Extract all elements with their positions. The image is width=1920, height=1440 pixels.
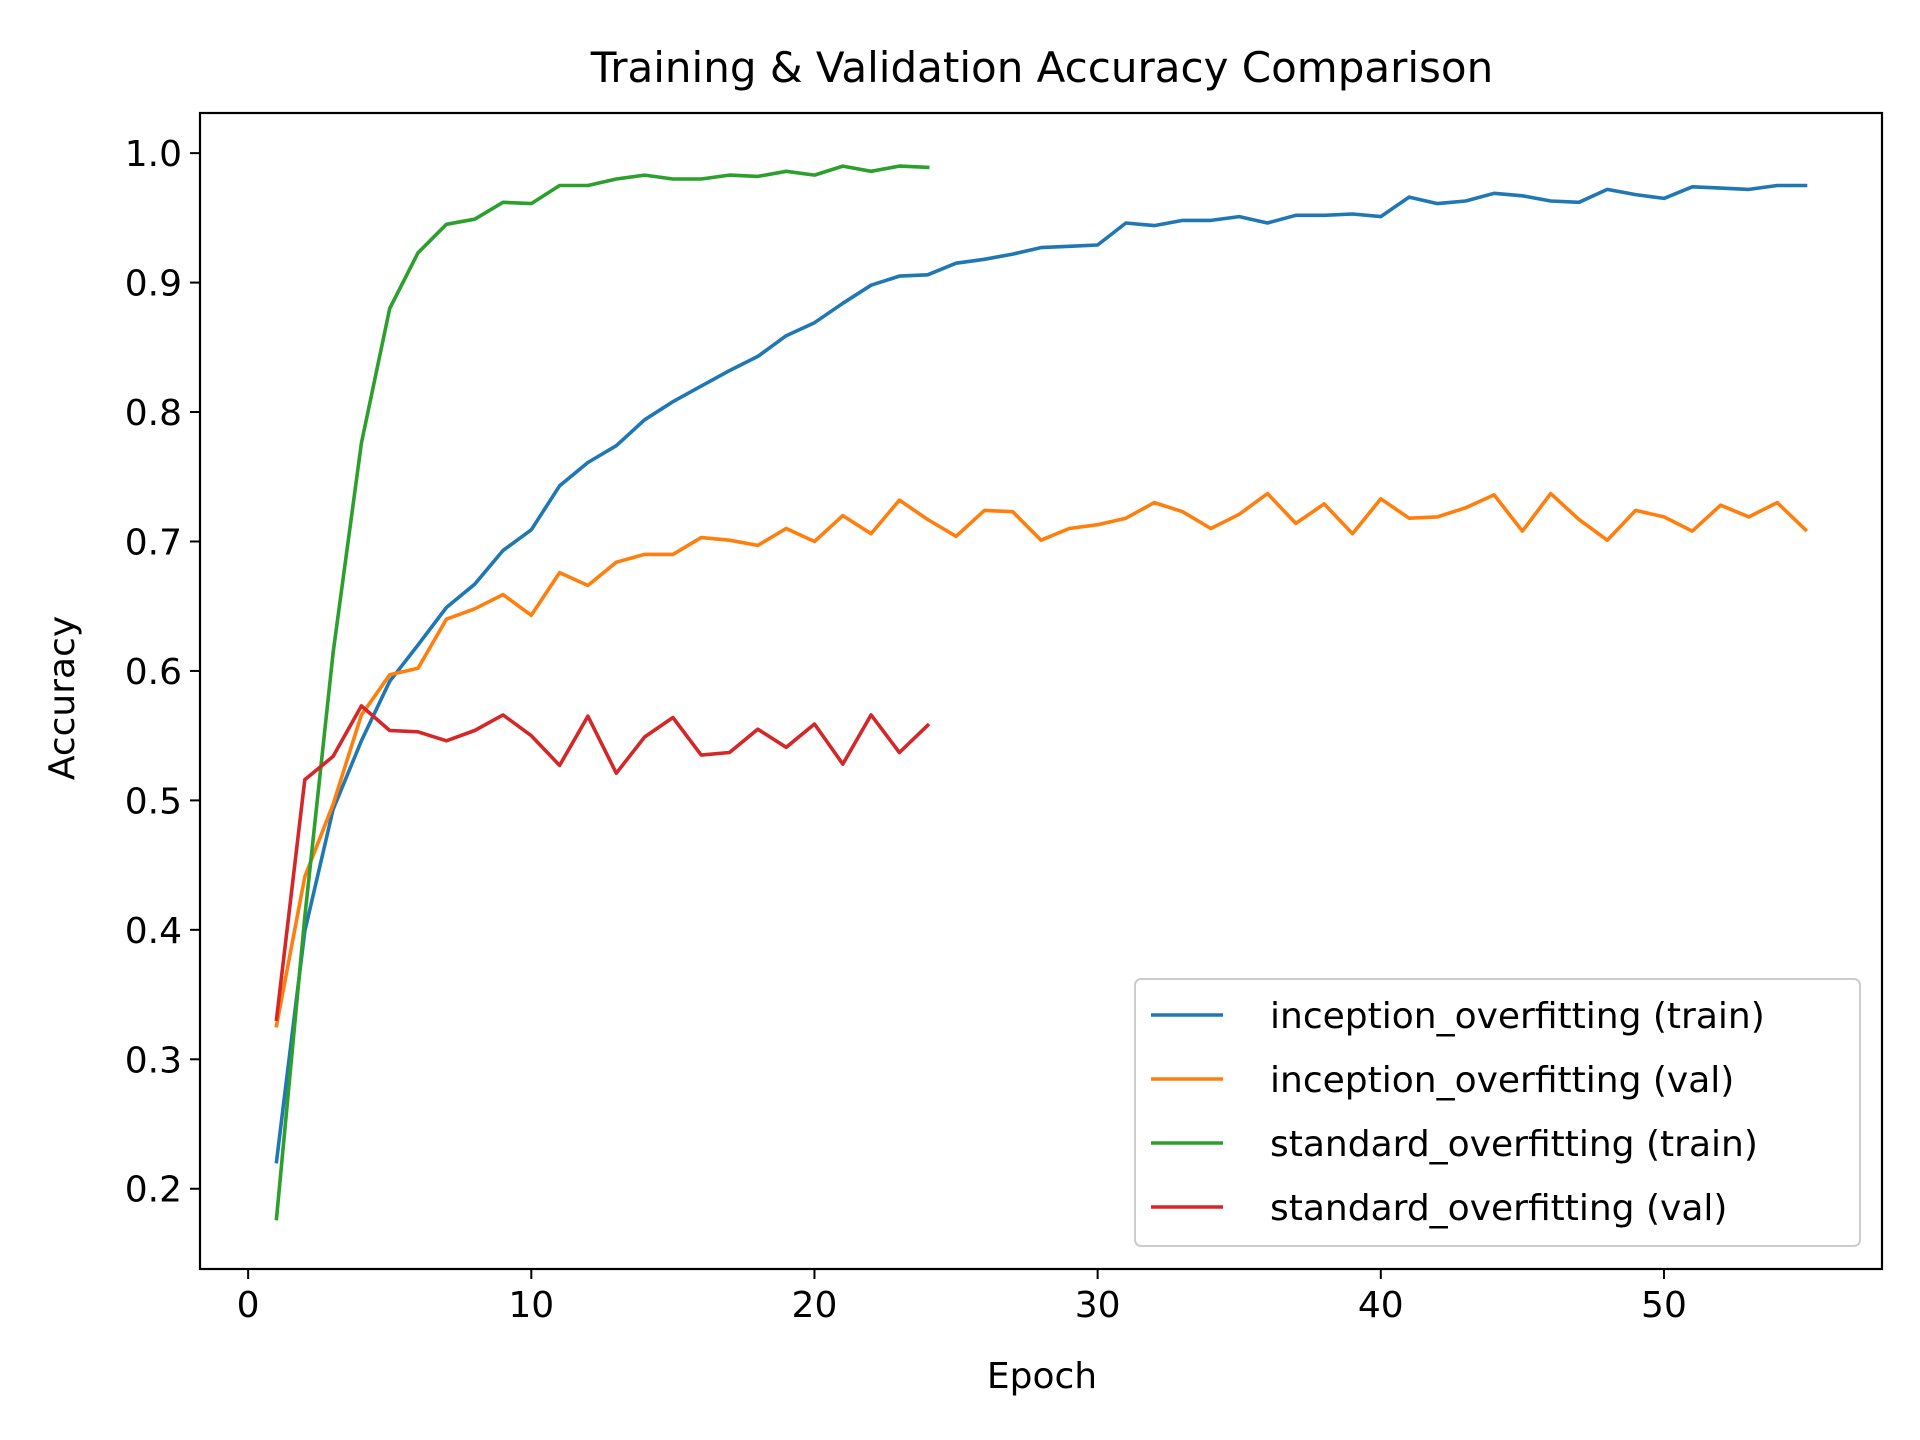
chart-title: Training & Validation Accuracy Compariso… — [590, 43, 1494, 92]
legend-label: standard_overfitting (val) — [1270, 1188, 1727, 1229]
x-axis-ticks: 0 10 20 30 40 50 — [237, 1269, 1687, 1326]
y-tick-label: 0.9 — [125, 264, 182, 305]
y-axis-label: Accuracy — [42, 616, 83, 780]
series-line-1 — [274, 491, 1809, 1028]
x-tick-label: 50 — [1641, 1285, 1687, 1326]
series-line-2 — [274, 164, 930, 1221]
plot-lines — [274, 164, 1809, 1221]
x-tick-label: 40 — [1358, 1285, 1404, 1326]
y-tick-label: 0.2 — [125, 1170, 182, 1211]
y-tick-label: 0.7 — [125, 522, 182, 563]
y-tick-label: 0.6 — [125, 652, 182, 693]
x-tick-label: 30 — [1075, 1285, 1121, 1326]
y-axis-ticks: 0.2 0.3 0.4 0.5 0.6 0.7 0.8 0.9 1.0 — [125, 134, 200, 1211]
legend-label: inception_overfitting (val) — [1270, 1060, 1734, 1101]
y-tick-label: 0.4 — [125, 911, 182, 952]
legend-box — [1134, 978, 1861, 1247]
x-axis-label: Epoch — [987, 1356, 1097, 1397]
plot-area-frame — [198, 111, 1884, 1271]
x-tick-label: 20 — [792, 1285, 838, 1326]
y-tick-label: 1.0 — [125, 134, 182, 175]
y-tick-label: 0.5 — [125, 781, 182, 822]
legend: inception_overfitting (train) inception_o… — [1134, 978, 1861, 1247]
legend-label: standard_overfitting (train) — [1270, 1124, 1758, 1165]
series-line-3 — [274, 704, 931, 1022]
x-tick-label: 0 — [237, 1285, 260, 1326]
legend-label: inception_overfitting (train) — [1270, 996, 1765, 1037]
series-line-0 — [274, 183, 1808, 1164]
y-tick-label: 0.8 — [125, 393, 182, 434]
y-tick-label: 0.3 — [125, 1040, 182, 1081]
x-tick-label: 10 — [508, 1285, 554, 1326]
